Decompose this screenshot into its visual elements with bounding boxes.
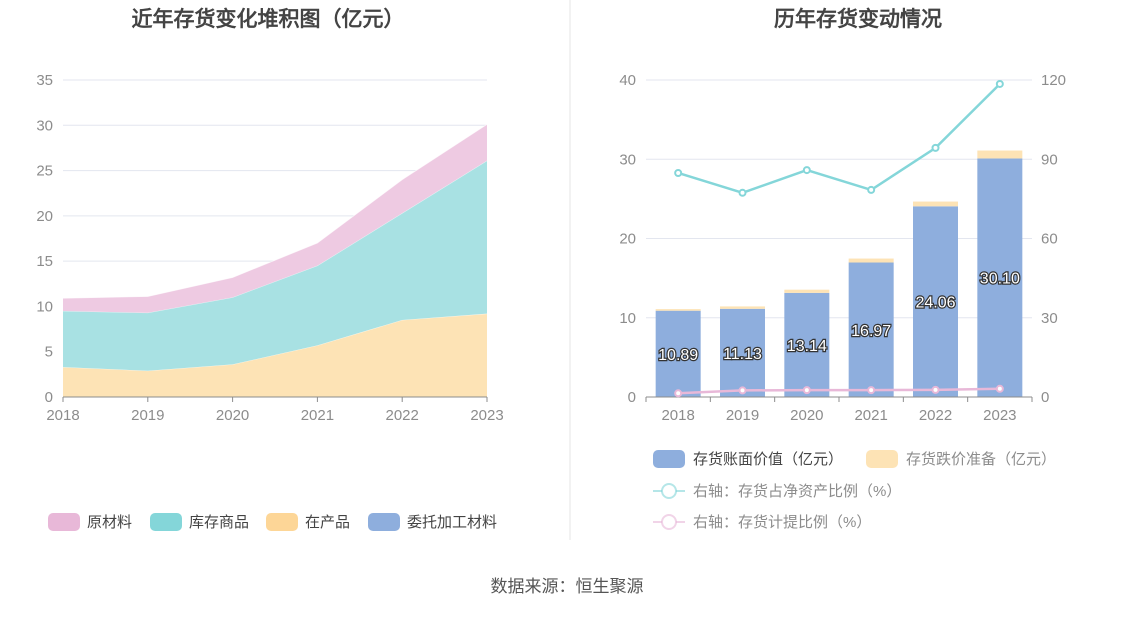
legend-item-line-1[interactable]: 右轴：存货计提比例（%） — [653, 514, 871, 531]
x-tick-label: 2019 — [726, 407, 759, 424]
bar-2022-book-value[interactable] — [913, 206, 958, 397]
area-edge-原材料 — [62, 124, 488, 299]
bar-line-chart: 0 10 20 30 40 0 30 60 90 120 10.89 11.13 13.14 16.97 2… — [619, 72, 1066, 531]
bar-2019-book-value[interactable] — [720, 308, 765, 397]
legend-swatch[interactable] — [48, 513, 80, 531]
line-point[interactable] — [674, 389, 683, 398]
bar-value-label: 24.06 — [915, 295, 955, 312]
y-tick-label: 35 — [36, 72, 53, 89]
left-y-tick-label: 10 — [619, 310, 636, 327]
legend-label[interactable]: 在产品 — [305, 514, 350, 531]
bar-2022-provision[interactable] — [913, 201, 958, 207]
legend-label[interactable]: 存货跌价准备（亿元） — [906, 451, 1056, 468]
y-tick-label: 0 — [45, 389, 53, 406]
bar-2021-provision[interactable] — [848, 258, 894, 263]
legend-swatch[interactable] — [368, 513, 400, 531]
legend-label[interactable]: 右轴：存货计提比例（%） — [693, 514, 871, 531]
bar-2020-book-value[interactable] — [784, 292, 830, 397]
legend-marker[interactable] — [661, 483, 677, 499]
y-tick-label: 5 — [45, 344, 53, 361]
line-point[interactable] — [738, 386, 747, 395]
y-tick-label: 20 — [36, 208, 53, 225]
legend-label[interactable]: 右轴：存货占净资产比例（%） — [693, 483, 901, 500]
bar-value-label: 11.13 — [723, 346, 762, 363]
y-tick-label: 10 — [36, 298, 53, 315]
x-tick-label: 2021 — [301, 407, 334, 424]
legend-label[interactable]: 委托加工材料 — [407, 514, 497, 531]
right-y-tick-label: 120 — [1041, 72, 1066, 89]
left-y-tick-label: 0 — [628, 389, 636, 406]
legend-item-库存商品[interactable]: 库存商品 — [150, 513, 249, 531]
x-tick-label: 2022 — [919, 407, 952, 424]
right-y-tick-label: 30 — [1041, 310, 1058, 327]
right-y-tick-label: 0 — [1041, 389, 1049, 406]
bar-2019-provision[interactable] — [720, 306, 765, 309]
line-point[interactable] — [995, 79, 1004, 88]
legend-swatch[interactable] — [653, 450, 685, 468]
line-point[interactable] — [867, 386, 876, 395]
legend-item-line-0[interactable]: 右轴：存货占净资产比例（%） — [653, 483, 901, 500]
legend-swatch[interactable] — [266, 513, 298, 531]
legend-item-在产品[interactable]: 在产品 — [266, 513, 350, 531]
area-在产品 — [63, 313, 487, 397]
legend-item-bar-0[interactable]: 存货账面价值（亿元） — [653, 450, 843, 468]
legend-label[interactable]: 库存商品 — [189, 514, 249, 531]
y-tick-label: 15 — [36, 253, 53, 270]
bar-2020-provision[interactable] — [784, 289, 830, 293]
y-tick-label: 25 — [36, 163, 53, 180]
line-右轴：存货占净资产比例（%） — [677, 83, 1001, 195]
line-point[interactable] — [802, 166, 811, 175]
bar-value-label: 10.89 — [658, 347, 698, 364]
bar-value-label: 30.10 — [980, 271, 1020, 288]
legend-item-原材料[interactable]: 原材料 — [48, 513, 132, 531]
bar-2023-book-value[interactable] — [977, 158, 1023, 397]
x-tick-label: 2023 — [983, 407, 1016, 424]
left-y-tick-label: 30 — [619, 151, 636, 168]
left-y-tick-label: 40 — [619, 72, 636, 89]
bar-2018-provision[interactable] — [655, 309, 701, 311]
line-point[interactable] — [931, 385, 940, 394]
legend-item-bar-1[interactable]: 存货跌价准备（亿元） — [866, 450, 1056, 468]
x-tick-label: 2022 — [386, 407, 419, 424]
legend-label[interactable]: 原材料 — [87, 514, 132, 531]
x-tick-label: 2018 — [661, 407, 694, 424]
bar-2023-provision[interactable] — [977, 150, 1023, 159]
legend-label[interactable]: 存货账面价值（亿元） — [693, 451, 843, 468]
x-tick-label: 2023 — [470, 407, 503, 424]
x-tick-label: 2020 — [790, 407, 823, 424]
right-y-tick-label: 60 — [1041, 231, 1058, 248]
right-y-tick-label: 90 — [1041, 151, 1058, 168]
line-point[interactable] — [867, 185, 876, 194]
left-y-tick-label: 20 — [619, 231, 636, 248]
y-tick-label: 30 — [36, 117, 53, 134]
right-chart-title: 历年存货变动情况 — [774, 7, 942, 31]
legend-marker[interactable] — [661, 514, 677, 530]
line-右轴：存货计提比例（%） — [678, 387, 1000, 395]
legend-swatch[interactable] — [150, 513, 182, 531]
bar-value-label: 16.97 — [851, 323, 891, 340]
line-point[interactable] — [674, 168, 683, 177]
stacked-area-chart: 0 5 10 15 20 25 30 35 2018 2019 2020 2021 2022 2023 原材… — [36, 72, 504, 531]
x-tick-label: 2018 — [46, 407, 79, 424]
bar-2018-book-value[interactable] — [655, 310, 701, 397]
line-point[interactable] — [802, 386, 811, 395]
line-point[interactable] — [995, 384, 1004, 393]
bar-value-label: 13.14 — [787, 338, 827, 355]
line-point[interactable] — [931, 143, 940, 152]
bar-2021-book-value[interactable] — [848, 262, 894, 397]
x-tick-label: 2021 — [854, 407, 887, 424]
line-point[interactable] — [738, 188, 747, 197]
area-原材料 — [63, 124, 487, 313]
left-chart-title: 近年存货变化堆积图（亿元） — [132, 7, 405, 31]
legend-swatch[interactable] — [866, 450, 898, 468]
x-tick-label: 2019 — [131, 407, 164, 424]
x-tick-label: 2020 — [216, 407, 249, 424]
area-库存商品 — [63, 160, 487, 371]
data-source-note: 数据来源：恒生聚源 — [491, 577, 644, 596]
legend-item-委托加工材料[interactable]: 委托加工材料 — [368, 513, 497, 531]
